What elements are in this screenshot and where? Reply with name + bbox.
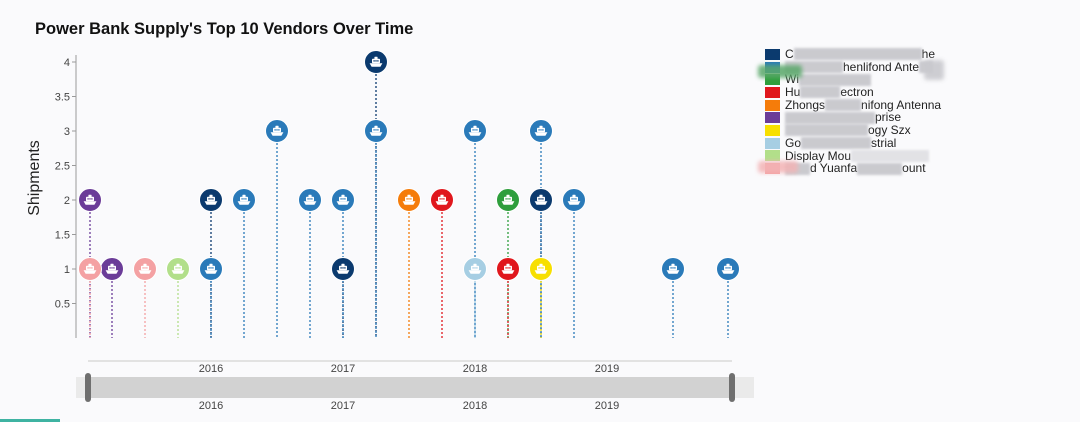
- x-tick-label: 2017: [331, 363, 355, 375]
- redaction-blur: [825, 99, 862, 112]
- brush-handle-right[interactable]: [729, 373, 735, 402]
- data-point[interactable]: [265, 119, 289, 143]
- legend-swatch: [765, 150, 780, 162]
- legend-swatch: [765, 124, 780, 136]
- redaction-blur: [924, 60, 944, 80]
- x-tick-label: 2018: [463, 363, 487, 375]
- data-point[interactable]: [331, 188, 355, 212]
- redaction-blur: [785, 124, 868, 137]
- data-point[interactable]: [562, 188, 586, 212]
- redaction-blur: [800, 86, 841, 99]
- legend-label: ogy Szx: [868, 123, 911, 138]
- data-point[interactable]: [100, 257, 124, 281]
- data-point[interactable]: [463, 257, 487, 281]
- legend-label: C: [785, 47, 794, 61]
- data-points: [78, 50, 740, 281]
- legend-label: henlifond Ante: [843, 59, 920, 74]
- legend-item[interactable]: Hu ectron: [765, 86, 950, 99]
- data-point[interactable]: [166, 257, 190, 281]
- redaction-blur: [857, 162, 903, 175]
- data-point[interactable]: [78, 188, 102, 212]
- data-point[interactable]: [232, 188, 256, 212]
- y-tick-label: 2.5: [55, 161, 70, 173]
- y-axis-ticks: 0.5 1 1.5 2 2.5 3 3.5 4: [55, 57, 76, 311]
- redaction-blur: [785, 111, 875, 124]
- redaction-blur: [799, 73, 871, 86]
- y-tick-label: 2: [64, 195, 70, 207]
- legend-swatch: [765, 137, 780, 149]
- data-point[interactable]: [463, 119, 487, 143]
- chart-title: Power Bank Supply's Top 10 Vendors Over …: [35, 20, 413, 38]
- legend-label: ount: [902, 161, 926, 176]
- legend-label: he: [921, 47, 936, 61]
- x-tick-label: 2019: [595, 363, 619, 375]
- legend-item[interactable]: Zhongs nifong Antenna: [765, 99, 950, 112]
- data-point[interactable]: [199, 188, 223, 212]
- redaction-blur: [758, 65, 802, 78]
- brush-tick-label: 2018: [463, 400, 487, 412]
- data-point[interactable]: [133, 257, 157, 281]
- legend-item[interactable]: prise: [765, 111, 950, 124]
- legend-swatch: [765, 48, 780, 60]
- x-axis-ticks: 2016 2017 2018 2019: [199, 363, 619, 375]
- legend-swatch: [765, 74, 780, 86]
- brush-selection[interactable]: [88, 377, 732, 398]
- redaction-blur: [801, 137, 872, 150]
- redaction-blur: [793, 48, 922, 61]
- x-tick-label: 2016: [199, 363, 223, 375]
- legend-label: Zhongs: [785, 97, 826, 112]
- data-point[interactable]: [430, 188, 454, 212]
- redaction-blur: [758, 161, 798, 173]
- y-tick-label: 3: [64, 126, 70, 138]
- legend-label: prise: [875, 110, 902, 125]
- data-point[interactable]: [661, 257, 685, 281]
- legend-label: ectron: [840, 85, 874, 100]
- brush-tick-label: 2019: [595, 400, 619, 412]
- y-tick-label: 3.5: [55, 92, 70, 104]
- data-point[interactable]: [496, 257, 520, 281]
- legend-item[interactable]: ogy Szx: [765, 124, 950, 137]
- legend-item[interactable]: C he: [765, 48, 950, 61]
- data-point[interactable]: [199, 257, 223, 281]
- legend-swatch: [765, 99, 780, 111]
- y-tick-label: 4: [64, 57, 70, 69]
- y-tick-label: 1.5: [55, 230, 70, 242]
- data-point[interactable]: [716, 257, 740, 281]
- brush-tick-label: 2017: [331, 400, 355, 412]
- data-point[interactable]: [78, 257, 102, 281]
- legend-label: Display Mou: [785, 148, 852, 163]
- data-point[interactable]: [529, 257, 553, 281]
- data-point[interactable]: [529, 119, 553, 143]
- data-point[interactable]: [364, 50, 388, 74]
- data-point[interactable]: [529, 188, 553, 212]
- y-tick-label: 0.5: [55, 299, 70, 311]
- brush-tick-label: 2016: [199, 400, 223, 412]
- legend-item[interactable]: Display Mou: [765, 148, 950, 163]
- legend-label: Hu: [785, 85, 801, 100]
- legend-swatch: [765, 86, 780, 98]
- data-point[interactable]: [331, 257, 355, 281]
- data-point[interactable]: [397, 188, 421, 212]
- legend-label: Go: [785, 135, 802, 150]
- data-point[interactable]: [298, 188, 322, 212]
- data-point[interactable]: [496, 188, 520, 212]
- y-tick-label: 1: [64, 264, 70, 276]
- bottom-accent-bar: [0, 419, 60, 422]
- brush-axis-ticks: 2016 2017 2018 2019: [199, 400, 619, 412]
- redaction-blur: [851, 149, 930, 162]
- y-axis-label: Shipments: [26, 140, 43, 216]
- brush-handle-left[interactable]: [85, 373, 91, 402]
- time-brush[interactable]: [76, 373, 754, 402]
- legend-item[interactable]: Go strial: [765, 137, 950, 150]
- legend-label: d Yuanfa: [810, 161, 858, 176]
- legend-label: strial: [871, 135, 897, 150]
- legend-swatch: [765, 112, 780, 124]
- data-point[interactable]: [364, 119, 388, 143]
- legend-label: nifong Antenna: [861, 97, 942, 112]
